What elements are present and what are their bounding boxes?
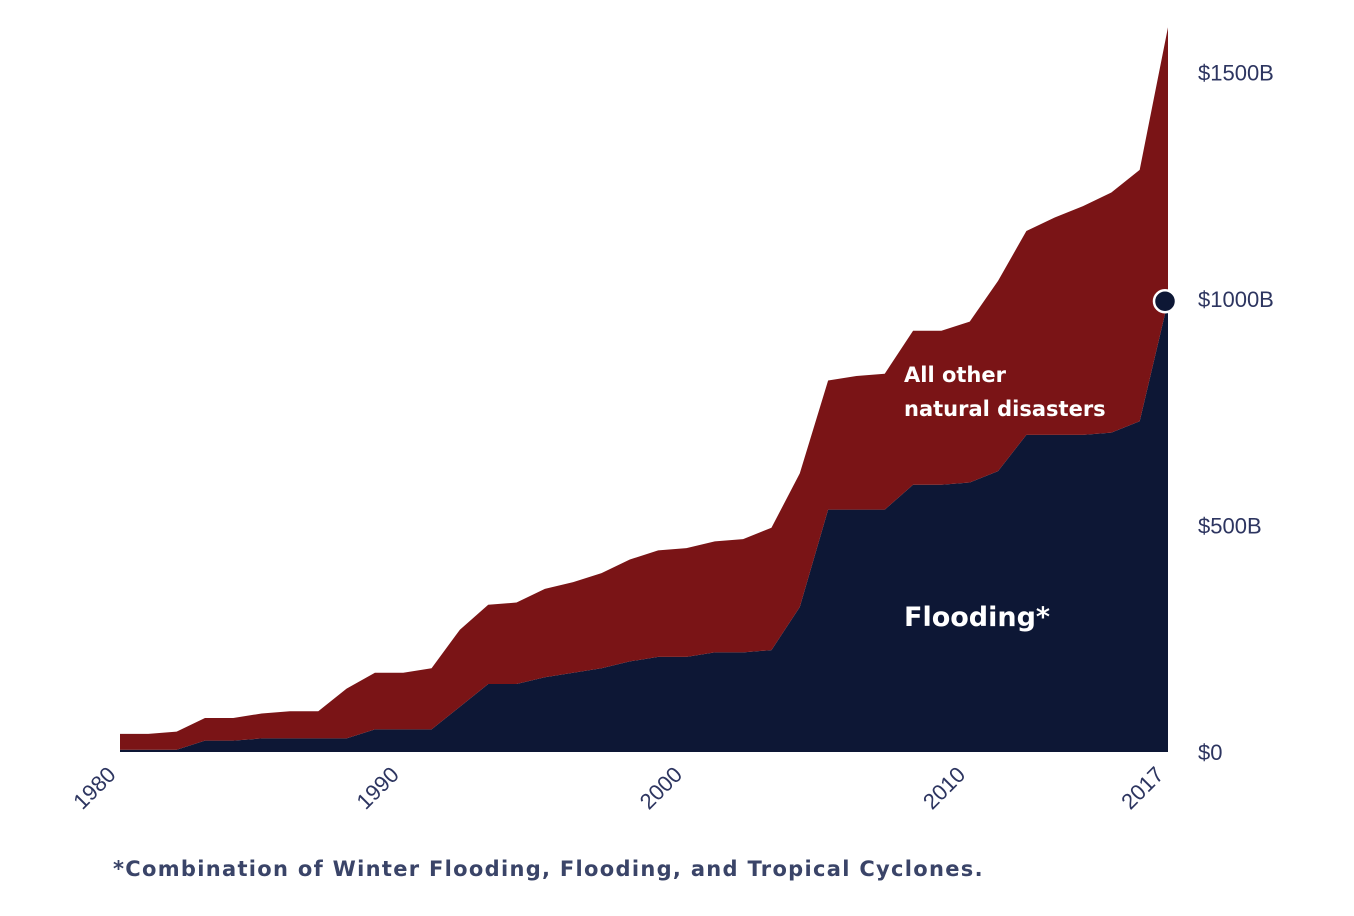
y-tick-label-2: $1000B — [1198, 287, 1274, 312]
x-tick-label-1: 1990 — [351, 762, 403, 814]
area-series-0 — [120, 301, 1168, 752]
y-axis-ticks: $0 $500B $1000B $1500B — [1198, 61, 1274, 766]
series-labels: All other natural disasters Flooding* — [904, 363, 1106, 633]
y-tick-label-0: $0 — [1198, 740, 1222, 765]
x-tick-label-0: 1980 — [68, 762, 120, 814]
x-tick-label-4: 2017 — [1116, 762, 1168, 814]
footnote: *Combination of Winter Flooding, Floodin… — [113, 857, 984, 881]
y-tick-label-1: $500B — [1198, 514, 1262, 539]
marker-dot — [1152, 289, 1178, 314]
x-tick-label-2: 2000 — [635, 762, 687, 814]
x-axis-ticks: 1980 1990 2000 2010 2017 — [68, 762, 1168, 814]
y-tick-label-3: $1500B — [1198, 61, 1274, 86]
x-tick-label-3: 2010 — [918, 762, 970, 814]
label-other-line-1: natural disasters — [904, 397, 1106, 421]
label-other-line-0: All other — [904, 363, 1007, 387]
marker-layer — [1152, 289, 1178, 314]
area-series-1 — [120, 27, 1168, 750]
stacked-areas — [120, 27, 1168, 752]
label-flooding: Flooding* — [904, 602, 1050, 633]
